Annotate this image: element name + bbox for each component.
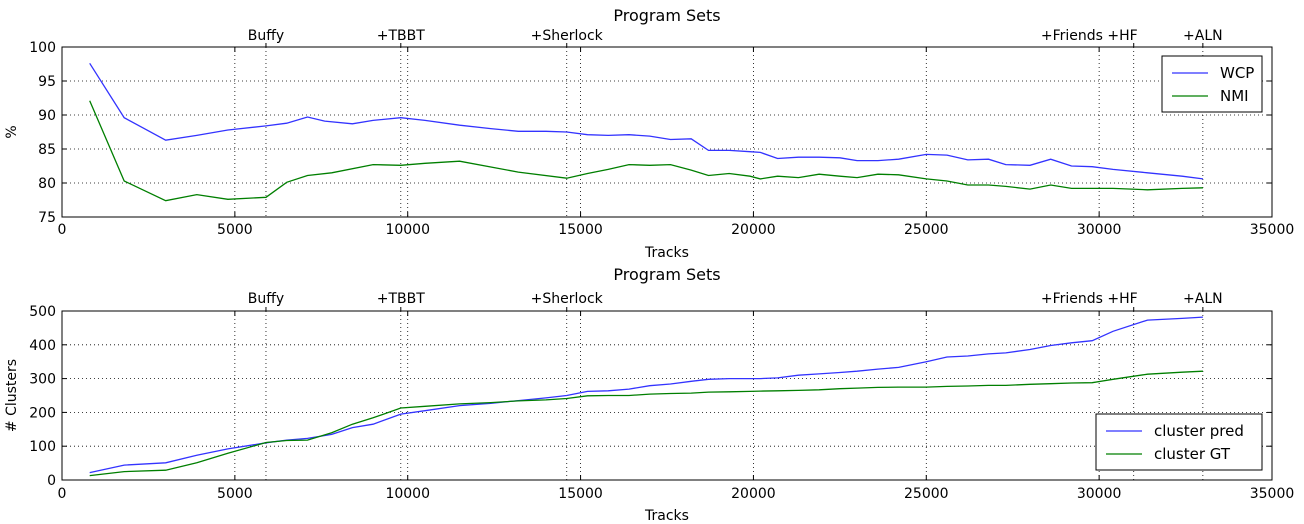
x-tick-label: 20000 xyxy=(731,222,776,238)
top-tick-label: Buffy xyxy=(248,291,284,307)
chart-title: Program Sets xyxy=(613,6,720,25)
series-line-nmi xyxy=(89,100,1203,202)
y-tick-label: 0 xyxy=(47,473,56,489)
y-tick-label: 90 xyxy=(38,108,56,124)
series-line-cluster-pred xyxy=(89,316,1203,474)
top-tick-label: +Friends +HF xyxy=(1041,291,1138,307)
x-tick-label: 10000 xyxy=(385,222,430,238)
x-tick-label: 15000 xyxy=(558,486,603,502)
top-tick-label: +Sherlock xyxy=(531,28,604,44)
legend-label: cluster pred xyxy=(1154,422,1244,440)
y-tick-label: 85 xyxy=(38,142,56,158)
x-axis-label: Tracks xyxy=(644,245,689,261)
x-tick-label: 5000 xyxy=(217,486,253,502)
x-tick-label: 5000 xyxy=(217,222,253,238)
x-tick-label: 30000 xyxy=(1077,222,1122,238)
x-tick-label: 20000 xyxy=(731,486,776,502)
legend: cluster pred cluster GT xyxy=(1095,413,1263,471)
legend: WCP NMI xyxy=(1161,55,1263,113)
x-tick-label: 35000 xyxy=(1250,222,1295,238)
top-tick-label: +ALN xyxy=(1183,291,1223,307)
y-tick-label: 80 xyxy=(38,176,56,192)
x-tick-label: 25000 xyxy=(904,222,949,238)
y-axis-label: # Clusters xyxy=(4,359,20,432)
y-tick-label: 400 xyxy=(29,338,56,354)
x-axis-label: Tracks xyxy=(644,508,689,524)
top-tick-label: +Sherlock xyxy=(531,291,604,307)
y-tick-label: 100 xyxy=(29,40,56,56)
x-tick-label: 0 xyxy=(58,486,67,502)
series-line-cluster-gt xyxy=(89,370,1203,477)
top-tick-label: +TBBT xyxy=(377,291,425,307)
y-tick-label: 95 xyxy=(38,74,56,90)
chart-clusters: 0 5000 10000 15000 20000 25000 30000 35000 0 100 2… xyxy=(4,265,1294,524)
chart-title: Program Sets xyxy=(613,265,720,284)
y-tick-label: 100 xyxy=(29,439,56,455)
top-tick-label: +ALN xyxy=(1183,28,1223,44)
legend-box xyxy=(1095,413,1263,471)
x-tick-label: 25000 xyxy=(904,486,949,502)
x-tick-label: 0 xyxy=(58,222,67,238)
legend-label: cluster GT xyxy=(1154,445,1231,463)
top-tick-label: +Friends +HF xyxy=(1041,28,1138,44)
legend-label: NMI xyxy=(1220,87,1249,105)
y-tick-label: 75 xyxy=(38,210,56,226)
top-tick-label: +TBBT xyxy=(377,28,425,44)
plot-frame xyxy=(61,46,1273,218)
x-tick-label: 15000 xyxy=(558,222,603,238)
y-tick-label: 300 xyxy=(29,372,56,388)
y-axis-label: % xyxy=(4,125,20,138)
x-tick-label: 35000 xyxy=(1250,486,1295,502)
y-tick-label: 500 xyxy=(29,304,56,320)
top-tick-label: Buffy xyxy=(248,28,284,44)
legend-label: WCP xyxy=(1220,64,1254,82)
chart-percent: 0 5000 10000 15000 20000 25000 30000 35000 75 80 8… xyxy=(4,6,1294,261)
x-tick-label: 30000 xyxy=(1077,486,1122,502)
legend-box xyxy=(1161,55,1263,113)
x-tick-label: 10000 xyxy=(385,486,430,502)
series-line-wcp xyxy=(89,62,1203,180)
plot-frame xyxy=(61,310,1273,481)
y-tick-label: 200 xyxy=(29,405,56,421)
